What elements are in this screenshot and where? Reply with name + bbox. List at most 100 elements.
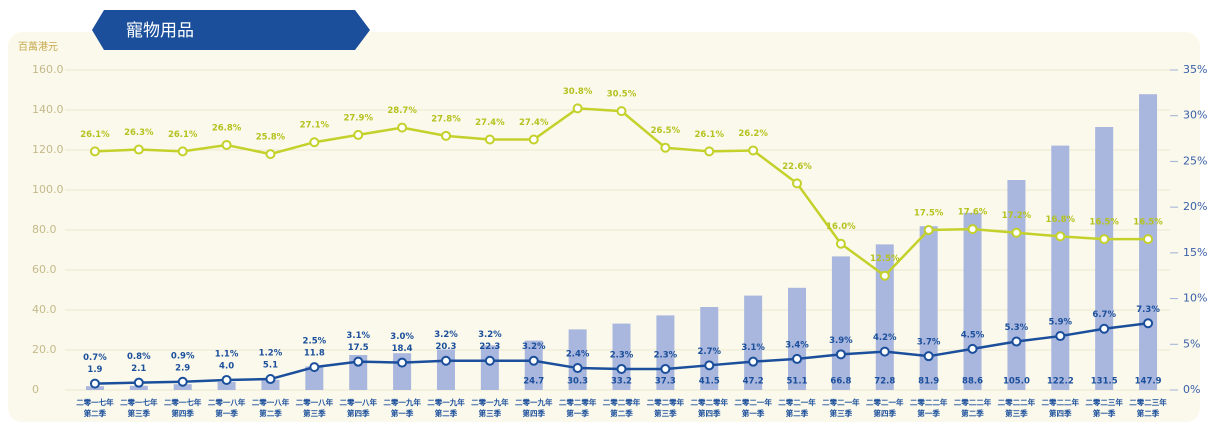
bar-value-label: 147.9 [1135, 377, 1162, 387]
line-value-label: 26.1% [695, 130, 725, 140]
line-value-label: 1.1% [215, 349, 239, 359]
y-tick-label: 0 [32, 383, 39, 396]
y2-tick-label: 15% [1183, 246, 1207, 259]
x-tick-label: 二零二二年 [954, 397, 992, 407]
point [484, 134, 495, 145]
bar [568, 329, 587, 390]
x-tick-label: 第一季 [1093, 408, 1116, 418]
line-value-label: 0.8% [127, 352, 151, 362]
bar-value-label: 105.0 [1003, 377, 1030, 387]
point [835, 238, 846, 249]
bar-value-label: 47.2 [743, 377, 764, 387]
point [660, 363, 671, 374]
x-tick-label: 第一季 [566, 408, 589, 418]
x-tick-label: 二零二零年 [691, 397, 729, 407]
line-value-label: 2.3% [610, 350, 634, 360]
title-tab [92, 10, 370, 50]
x-tick-label: 第四季 [698, 408, 721, 418]
bar-value-label: 2.1 [131, 364, 146, 374]
point [397, 357, 408, 368]
line-value-label: 4.2% [873, 333, 897, 343]
bar-value-label: 17.5 [348, 343, 369, 353]
line-value-label: 26.1% [80, 130, 110, 140]
bar-value-label: 33.2 [611, 377, 632, 387]
x-tick-label: 二零一七年 [164, 397, 202, 407]
bar [261, 379, 280, 390]
bar-value-label: 18.4 [392, 344, 413, 354]
point [1099, 234, 1110, 245]
line-value-label: 16.8% [1046, 215, 1076, 225]
y2-tick-label: 10% [1183, 292, 1207, 305]
x-tick-label: 二零二三年 [1085, 397, 1123, 407]
bar-value-label: 22.3 [479, 342, 500, 352]
bar-value-label: 24.7 [523, 377, 544, 387]
line-value-label: 3.2% [522, 342, 546, 352]
bar-value-label: 20.3 [435, 342, 456, 352]
line-value-label: 3.1% [346, 331, 370, 341]
line-value-label: 26.1% [168, 130, 198, 140]
x-tick-label: 第一季 [917, 408, 940, 418]
point [221, 139, 232, 150]
point [572, 363, 583, 374]
x-tick-label: 第二季 [435, 408, 458, 418]
x-tick-label: 第三季 [479, 408, 502, 418]
bar-value-label: 4.0 [219, 361, 234, 371]
line-value-label: 2.5% [303, 337, 327, 347]
x-tick-label: 二零一九年 [383, 397, 421, 407]
x-tick-label: 第二季 [961, 408, 984, 418]
bar-value-label: 11.8 [304, 349, 325, 359]
y2-tick-label: 35% [1183, 63, 1207, 76]
bar [436, 349, 455, 390]
point [177, 146, 188, 157]
bar [1095, 127, 1114, 390]
bar [788, 287, 807, 390]
bar [831, 256, 850, 390]
x-tick-label: 第四季 [1049, 408, 1072, 418]
line-value-label: 0.9% [171, 351, 195, 361]
point [704, 146, 715, 157]
point [1143, 318, 1154, 329]
y-tick-label: 120.0 [32, 143, 64, 156]
bar [129, 385, 148, 390]
line-value-label: 17.6% [958, 208, 988, 218]
line-value-label: 12.5% [870, 254, 900, 264]
x-tick-label: 二零一七年 [120, 397, 158, 407]
point [616, 363, 627, 374]
bar [173, 384, 192, 390]
bar [875, 244, 894, 390]
line-value-label: 27.8% [431, 114, 461, 124]
point [879, 346, 890, 357]
bar-value-label: 66.8 [830, 377, 851, 387]
point [221, 374, 232, 385]
bar-value-label: 41.5 [699, 377, 720, 387]
x-tick-label: 第三季 [830, 408, 853, 418]
x-tick-label: 第二季 [786, 408, 809, 418]
bar-value-label: 72.8 [874, 377, 895, 387]
y-tick-label: 40.0 [32, 303, 57, 316]
point [1055, 331, 1066, 342]
point [1011, 336, 1022, 347]
point [879, 270, 890, 281]
line-value-label: 0.7% [83, 353, 107, 363]
x-tick-label: 第一季 [742, 408, 765, 418]
chart-title: 寵物用品 [126, 21, 194, 41]
x-tick-label: 二零二二年 [910, 397, 948, 407]
line-value-label: 25.8% [256, 133, 286, 143]
line-value-label: 16.5% [1133, 218, 1163, 228]
x-tick-label: 二零一八年 [296, 397, 334, 407]
x-tick-label: 二零二三年 [1129, 397, 1167, 407]
line-value-label: 26.2% [738, 129, 768, 139]
point [353, 129, 364, 140]
x-tick-label: 二零一八年 [208, 397, 246, 407]
x-tick-label: 第二季 [259, 408, 282, 418]
line-value-label: 3.1% [741, 343, 765, 353]
bar-value-label: 88.6 [962, 377, 983, 387]
x-tick-label: 第三季 [1005, 408, 1028, 418]
y-axis-label: 百萬港元 [18, 40, 58, 53]
point [923, 225, 934, 235]
x-tick-label: 二零二零年 [603, 397, 641, 407]
x-tick-label: 第二季 [610, 408, 633, 418]
line-value-label: 16.0% [826, 222, 856, 232]
line-value-label: 6.7% [1092, 310, 1116, 320]
